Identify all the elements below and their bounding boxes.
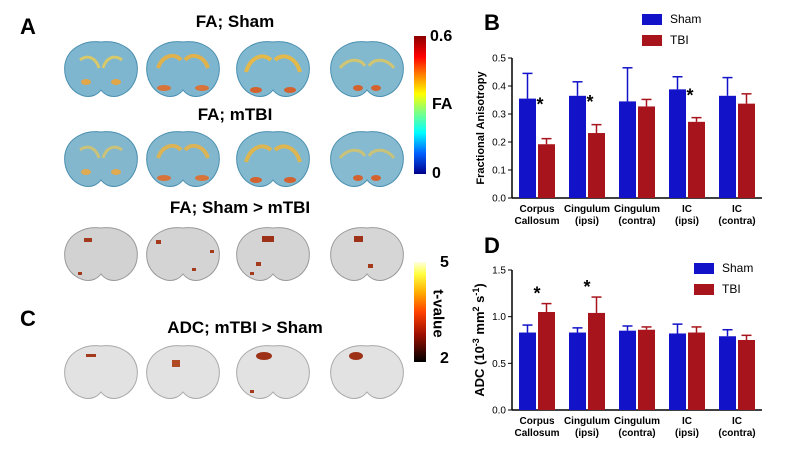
significance-star: * xyxy=(583,277,590,297)
x-tick-label: (ipsi) xyxy=(675,428,699,439)
panel-label-d: D xyxy=(484,233,500,258)
y-tick-label: 0.2 xyxy=(492,138,506,149)
x-tick-label: Cingulum xyxy=(564,416,610,427)
bar-tbi xyxy=(738,340,755,410)
x-tick-label: IC xyxy=(732,204,742,215)
y-tick-label: 0.4 xyxy=(492,82,506,93)
brain-fa-sham-3 xyxy=(236,41,310,97)
panel-label-c: C xyxy=(20,306,36,331)
bar-sham xyxy=(669,333,686,410)
x-tick-label: Corpus xyxy=(520,416,555,427)
y-tick-label: 0.0 xyxy=(492,194,506,205)
bar-tbi xyxy=(638,329,655,410)
bar-sham xyxy=(569,95,586,198)
legend-swatch-tbi xyxy=(642,35,662,46)
x-tick-label: (contra) xyxy=(618,428,655,439)
y-tick-label: 1.0 xyxy=(492,312,506,323)
x-tick-label: IC xyxy=(682,204,692,215)
bar-tbi xyxy=(738,103,755,198)
x-tick-label: (contra) xyxy=(718,428,755,439)
panel-label-a: A xyxy=(20,14,36,39)
significance-star: * xyxy=(586,92,593,112)
bar-tbi xyxy=(638,106,655,198)
significance-star: * xyxy=(536,95,543,115)
significance-star: * xyxy=(533,284,540,304)
bar-sham xyxy=(719,95,736,198)
y-tick-label: 1.5 xyxy=(492,266,506,277)
legend-label-tbi: TBI xyxy=(722,282,741,296)
y-axis-label: ADC (10-3 mm2 s-1) xyxy=(471,283,487,397)
fa-sham-title: FA; Sham xyxy=(195,12,275,31)
x-tick-label: (ipsi) xyxy=(575,216,599,227)
brain-adc-contrast-4 xyxy=(330,345,404,399)
y-axis-label: Fractional Anisotropy xyxy=(475,70,487,184)
legend-swatch-tbi xyxy=(694,284,714,295)
fa-bar-chart: 0.0 0.1 0.2 0.3 0.4 0.5 Fractional Anisotropy *… xyxy=(475,12,762,227)
x-tick-label: IC xyxy=(682,416,692,427)
x-tick-label: Cingulum xyxy=(614,416,660,427)
bar-tbi xyxy=(688,332,705,410)
legend-label-tbi: TBI xyxy=(670,33,689,47)
fa-colorbar xyxy=(414,36,426,174)
brain-adc-contrast-3 xyxy=(236,345,310,399)
brain-adc-contrast-2 xyxy=(146,345,220,399)
significance-star: * xyxy=(686,85,693,105)
brain-fa-sham-1 xyxy=(64,41,138,97)
x-tick-label: Callosum xyxy=(514,428,559,439)
legend-swatch-sham xyxy=(694,263,714,274)
bar-sham xyxy=(519,98,536,198)
brain-fa-contrast-3 xyxy=(236,227,310,281)
bar-sham xyxy=(569,332,586,410)
t-colorbar-title: t-value xyxy=(429,289,447,338)
y-tick-label: 0.5 xyxy=(492,54,506,65)
bar-sham xyxy=(519,332,536,410)
t-colorbar-min: 2 xyxy=(440,350,449,367)
brain-fa-mtbi-1 xyxy=(64,131,138,187)
legend-label-sham: Sham xyxy=(722,261,753,275)
x-tick-label: Callosum xyxy=(514,216,559,227)
t-colorbar-max: 5 xyxy=(440,254,449,271)
fa-mtbi-title: FA; mTBI xyxy=(197,105,273,124)
bar-sham xyxy=(669,89,686,198)
bar-sham xyxy=(619,330,636,410)
brain-fa-contrast-4 xyxy=(330,227,404,281)
brain-adc-contrast-1 xyxy=(64,345,138,399)
adc-bar-chart: 0.0 0.5 1.0 1.5 ADC (10-3 mm2 s-1) * CorpusCal… xyxy=(471,261,762,439)
brain-fa-sham-2 xyxy=(146,41,220,97)
x-tick-label: IC xyxy=(732,416,742,427)
brain-fa-contrast-2 xyxy=(146,227,220,281)
x-tick-label: Cingulum xyxy=(614,204,660,215)
fa-colorbar-title: FA xyxy=(432,96,453,113)
legend-label-sham: Sham xyxy=(670,12,701,26)
bar-sham xyxy=(619,101,636,198)
x-tick-label: (contra) xyxy=(718,216,755,227)
bar-tbi xyxy=(588,133,605,198)
y-tick-label: 0.5 xyxy=(492,359,506,370)
fa-colorbar-max: 0.6 xyxy=(430,28,453,45)
x-tick-label: (ipsi) xyxy=(675,216,699,227)
bar-tbi xyxy=(588,312,605,410)
brain-fa-contrast-1 xyxy=(64,227,138,281)
bar-tbi xyxy=(538,144,555,198)
x-tick-label: Cingulum xyxy=(564,204,610,215)
y-tick-label: 0.1 xyxy=(492,166,506,177)
adc-contrast-title: ADC; mTBI > Sham xyxy=(167,318,323,337)
legend-swatch-sham xyxy=(642,14,662,25)
fa-colorbar-min: 0 xyxy=(432,165,441,182)
brain-fa-mtbi-2 xyxy=(146,131,220,187)
x-tick-label: Corpus xyxy=(520,204,555,215)
brain-fa-mtbi-4 xyxy=(330,131,404,187)
brain-fa-mtbi-3 xyxy=(236,131,310,187)
x-tick-label: (contra) xyxy=(618,216,655,227)
x-tick-label: (ipsi) xyxy=(575,428,599,439)
panel-label-b: B xyxy=(484,10,500,35)
bar-sham xyxy=(719,336,736,410)
t-value-colorbar xyxy=(414,262,426,362)
y-tick-label: 0.0 xyxy=(492,406,506,417)
brain-fa-sham-4 xyxy=(330,41,404,97)
bar-tbi xyxy=(538,312,555,410)
y-tick-label: 0.3 xyxy=(492,110,506,121)
bar-tbi xyxy=(688,121,705,198)
fa-contrast-title: FA; Sham > mTBI xyxy=(169,198,311,217)
